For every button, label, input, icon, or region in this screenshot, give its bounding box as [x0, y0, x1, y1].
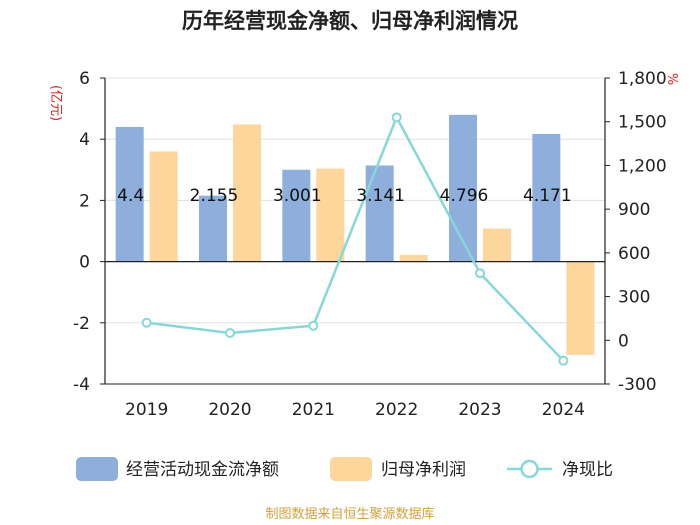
ratio-point-2022	[391, 112, 402, 123]
cashflow-bar-2021	[282, 169, 311, 262]
net-profit-bar-2020	[233, 124, 261, 262]
legend-label-net-profit: 归母净利润	[381, 460, 466, 480]
ratio-point-2021	[308, 320, 319, 331]
x-axis-label-2019: 2019	[125, 400, 168, 420]
legend: 经营活动现金流净额 归母净利润 净现比	[76, 457, 613, 481]
source-note: 制图数据来自恒生聚源数据库	[265, 506, 434, 522]
net-profit-bar-2021	[316, 168, 345, 262]
legend-swatch-ratio-marker	[520, 459, 539, 479]
net-profit-bar-2019	[149, 151, 178, 262]
cashflow-bar-2020	[199, 195, 227, 262]
right-axis-label: %	[664, 73, 679, 85]
left-axis-tick-5: -4	[73, 375, 90, 395]
cashflow-data-label-2020: 2.155	[190, 186, 239, 206]
ratio-series-line	[146, 114, 565, 362]
cashflow-data-label-2022: 3.141	[356, 186, 405, 206]
cashflow-data-label-2021: 3.001	[273, 186, 322, 206]
net-profit-bar-2023	[483, 228, 511, 262]
net-profit-bar-2022	[399, 254, 428, 262]
legend-swatch-operating-cashflow	[76, 457, 118, 481]
left-axis-tick-4: -2	[73, 314, 90, 334]
bars	[115, 114, 595, 355]
ratio-point-2019	[141, 317, 152, 328]
right-axis-tick-0: 1,800	[618, 69, 667, 89]
right-axis-tick-3: 900	[618, 200, 650, 220]
right-axis-tick-7: -300	[618, 375, 657, 395]
left-axis-tick-2: 2	[79, 191, 90, 211]
right-axis-tick-1: 1,500	[618, 113, 667, 133]
cashflow-bar-2023	[449, 114, 477, 262]
right-axis-tick-6: 0	[618, 331, 629, 351]
cashflow-data-label-2019: 4.4	[117, 186, 144, 206]
chart-title: 历年经营现金净额、归母净利润情况	[182, 9, 518, 33]
ratio-point-2020	[225, 328, 235, 338]
cashflow-bar-2019	[115, 126, 144, 262]
legend-swatch-net-profit	[330, 457, 372, 481]
left-axis-tick-3: 0	[79, 253, 90, 273]
data-labels: 4.4 2.155 3.001 3.141 4.796 4.171	[117, 186, 572, 206]
x-axis-label-2020: 2020	[208, 400, 251, 420]
left-axis-tick-0: 6	[79, 69, 90, 89]
ratio-line	[141, 112, 569, 366]
x-axis-label-2023: 2023	[458, 400, 501, 420]
right-axis-tick-2: 1,200	[618, 156, 667, 176]
x-axis-label-2024: 2024	[542, 400, 585, 420]
grid	[105, 77, 605, 385]
legend-label-ratio: 净现比	[562, 460, 613, 480]
cashflow-bar-2024	[532, 133, 561, 262]
cashflow-data-label-2023: 4.796	[440, 186, 489, 206]
right-axis-tick-4: 600	[618, 244, 650, 264]
ratio-point-2023	[475, 268, 485, 279]
x-axis-label-2022: 2022	[375, 400, 418, 420]
left-axis-label: (亿元)	[48, 85, 63, 121]
net-profit-bar-2024	[566, 261, 595, 355]
left-axis-tick-1: 4	[79, 130, 90, 150]
x-axis-label-2021: 2021	[292, 400, 335, 420]
right-axis-tick-5: 300	[618, 288, 650, 308]
cashflow-bar-2022	[365, 165, 394, 262]
ratio-point-2024	[558, 355, 569, 366]
legend-label-operating-cashflow: 经营活动现金流净额	[126, 460, 279, 480]
axes: 6 4 2 0 -2 -4 1,800 1,500 1,200 900 600 300 0 -300 201…	[73, 69, 667, 420]
cashflow-data-label-2024: 4.171	[523, 186, 572, 206]
